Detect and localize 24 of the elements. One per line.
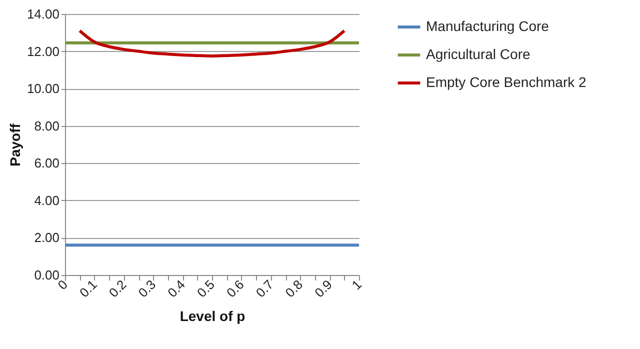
y-tick-label: 8.00 [34, 118, 60, 134]
y-tick-label: 10.00 [26, 81, 60, 96]
x-tick-label: 0.2 [106, 276, 130, 300]
y-tick-label: 2.00 [34, 230, 60, 246]
y-tick-label: 12.00 [26, 44, 60, 59]
x-tick-label: 0.8 [282, 276, 306, 300]
legend-label: Agricultural Core [426, 46, 530, 62]
y-tick-label: 14.00 [26, 6, 60, 22]
y-tick-label: 4.00 [34, 192, 60, 208]
x-tick-label: 0.3 [135, 276, 159, 300]
line-series [78, 29, 346, 58]
x-tick-label: 0.7 [252, 276, 276, 300]
x-tick-label: 0.1 [76, 276, 100, 300]
x-tick-label: 0.9 [312, 276, 336, 300]
x-tick-label: 0.5 [194, 276, 218, 300]
x-tick-label: 1 [348, 276, 364, 293]
y-tick-label: 6.00 [34, 156, 60, 171]
y-axis-title: Payoff [6, 123, 23, 166]
x-tick-label: 0.6 [223, 276, 247, 300]
x-axis-title: Level of p [180, 308, 246, 324]
legend-label: Empty Core Benchmark 2 [426, 74, 586, 90]
y-tick-label: 0.00 [34, 268, 60, 282]
x-tick-label: 0.4 [164, 276, 188, 300]
legend-label: Manufacturing Core [426, 18, 550, 34]
